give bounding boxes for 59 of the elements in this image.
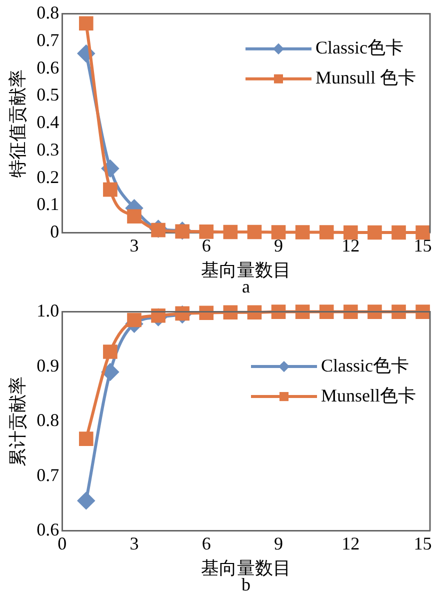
- point: [78, 16, 94, 31]
- point: [103, 344, 118, 359]
- point: [416, 225, 430, 240]
- y-tick-label: 0.6: [36, 57, 60, 78]
- y-tick-label: 0.7: [36, 464, 60, 485]
- point: [247, 224, 262, 240]
- legend-label: Classic色卡: [315, 38, 404, 58]
- point: [78, 492, 95, 510]
- y-tick-label: 0.6: [36, 520, 60, 540]
- point: [343, 225, 358, 240]
- point: [368, 304, 382, 319]
- legend-label: Munsell色卡: [321, 385, 416, 406]
- point: [102, 364, 119, 381]
- x-tick-label: 3: [130, 235, 139, 256]
- point: [127, 312, 142, 328]
- x-tick-label: 9: [274, 235, 284, 256]
- y-tick-label: 0.4: [36, 112, 60, 132]
- x-tick-label: 3: [130, 533, 139, 554]
- y-tick-label: 0.7: [36, 30, 60, 50]
- y-tick-label: 0.5: [36, 84, 60, 105]
- point: [247, 305, 262, 320]
- y-tick-label: 1.0: [36, 300, 60, 321]
- y-tick-label: 0.1: [36, 194, 60, 214]
- y-axis-title: 累计贡献率: [8, 376, 28, 466]
- y-tick-label: 0: [50, 222, 60, 242]
- y-tick-label: 0.9: [36, 355, 60, 376]
- x-tick-label: 6: [202, 235, 211, 256]
- point: [416, 304, 430, 319]
- point: [392, 304, 406, 319]
- point: [151, 308, 166, 323]
- point: [319, 304, 334, 319]
- point: [271, 304, 286, 319]
- x-tick-label: 12: [342, 235, 360, 256]
- x-tick-label: 9: [274, 533, 284, 554]
- point: [103, 182, 118, 197]
- y-axis-title: 特征值贡献率: [8, 69, 28, 178]
- point: [271, 225, 286, 240]
- x-tick-label: 12: [342, 533, 360, 554]
- point: [295, 304, 310, 319]
- point: [343, 304, 358, 319]
- point: [223, 224, 238, 240]
- y-tick-label: 0.2: [36, 166, 60, 187]
- point: [295, 225, 310, 240]
- point: [199, 306, 214, 320]
- x-tick-label: 15: [414, 235, 432, 256]
- legend-label: Munsull 色卡: [315, 68, 416, 88]
- point: [223, 305, 238, 320]
- legend-label: Classic色卡: [321, 355, 409, 376]
- point: [319, 225, 334, 240]
- point: [199, 224, 214, 239]
- x-tick-label: 6: [202, 533, 211, 554]
- point: [368, 225, 382, 240]
- y-tick-label: 0.8: [36, 2, 60, 23]
- y-tick-label: 0.3: [36, 139, 60, 160]
- x-tick-label: 15: [414, 533, 432, 554]
- point: [78, 432, 94, 446]
- point: [127, 209, 142, 224]
- y-tick-label: 0.8: [36, 410, 60, 430]
- point: [392, 225, 406, 240]
